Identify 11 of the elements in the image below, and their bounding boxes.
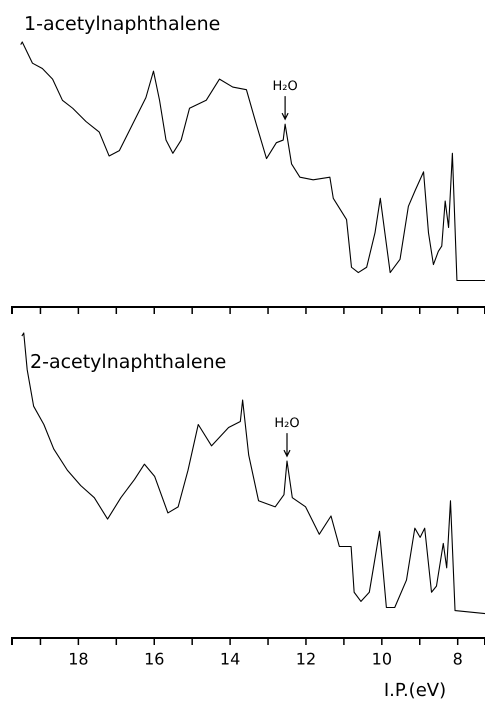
x-tick-label: 14 [220, 649, 240, 668]
chart-title: 1-acetylnaphthalene [24, 13, 220, 35]
x-tick-label: 10 [372, 649, 392, 668]
x-tick-label: 8 [452, 649, 463, 668]
text: 2-acetylnaphthalene [30, 351, 226, 373]
x-tick-label: 12 [296, 649, 316, 668]
x-axis-title: I.P.(eV) [384, 680, 446, 701]
annotation: H₂O [274, 416, 300, 432]
x-tick-label: 16 [144, 649, 164, 668]
x-tick-label: 18 [68, 649, 89, 668]
annotation: H₂O [272, 79, 298, 94]
